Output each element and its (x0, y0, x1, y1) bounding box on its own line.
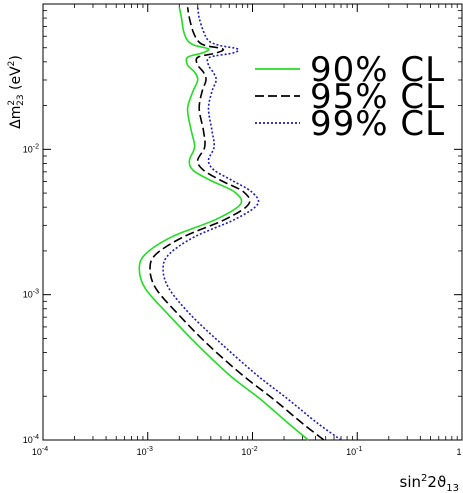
y-tick-label: 10-4 (23, 434, 39, 445)
x-tick-label: 10-1 (346, 446, 362, 457)
legend-label: 90% CL (310, 50, 445, 90)
x-axis-ticks: 10-4 10-3 10-2 10-1 1 (32, 4, 463, 457)
legend-label: 99% CL (310, 104, 445, 144)
y-tick-label: 10-3 (23, 289, 39, 300)
x-tick-label: 10-3 (137, 446, 153, 457)
x-axis-label: sin22ϑ13 (400, 473, 459, 493)
y-axis-ticks: 10-4 10-3 10-2 (23, 10, 462, 445)
contour-lines (138, 7, 342, 441)
y-axis-label: Δm223 (eV2) (7, 55, 26, 129)
series-line-2 (149, 7, 325, 441)
x-tick-label: 10-2 (241, 446, 257, 457)
x-tick-label: 10-4 (32, 446, 48, 457)
x-tick-label: 1 (456, 447, 461, 457)
legend-label: 95% CL (310, 77, 445, 117)
series-line-1 (138, 7, 309, 441)
y-tick-label: 10-2 (23, 143, 39, 154)
